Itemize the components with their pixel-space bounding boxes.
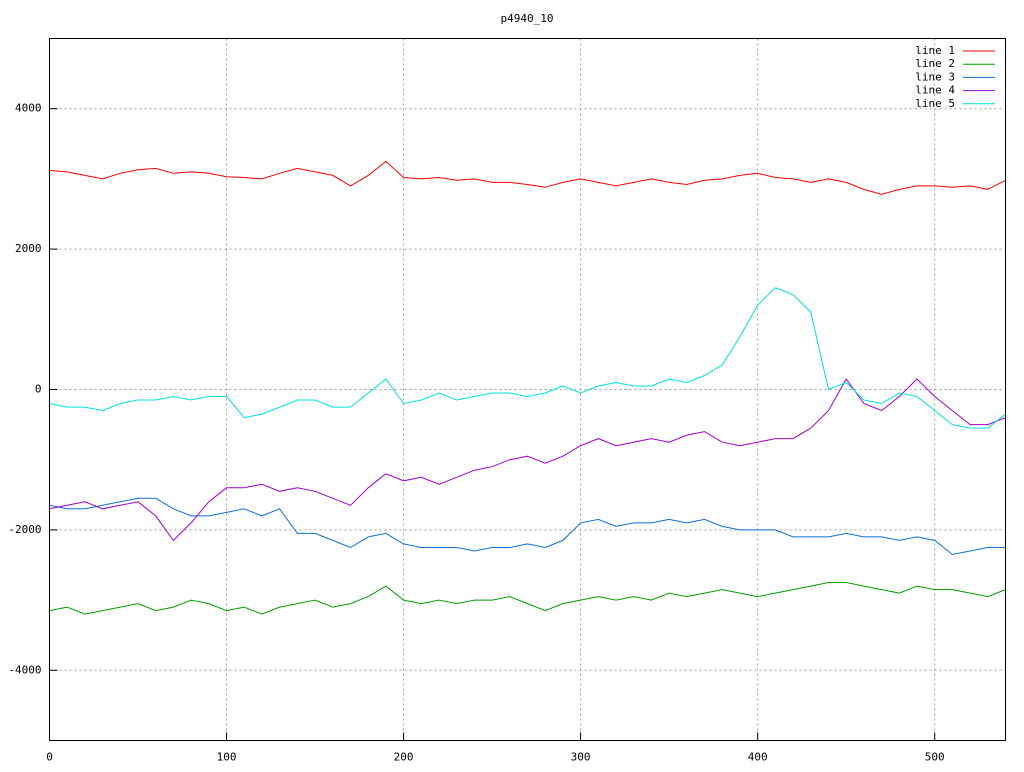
x-tick-label: 400 — [748, 751, 768, 764]
x-tick-label: 500 — [925, 751, 945, 764]
chart-title: p4940_10 — [501, 12, 554, 25]
y-tick-label: 0 — [35, 383, 42, 396]
legend-label: line 1 — [915, 44, 955, 57]
plot-border — [49, 38, 1006, 741]
data-line — [49, 287, 1006, 429]
data-line — [49, 497, 1006, 556]
y-tick-label: -4000 — [8, 663, 41, 676]
x-tick-label: 300 — [571, 751, 591, 764]
data-line — [49, 378, 1006, 542]
x-tick-label: 200 — [394, 751, 414, 764]
y-tick-label: 4000 — [15, 102, 42, 115]
legend-label: line 3 — [915, 70, 955, 83]
y-tick-label: -2000 — [8, 523, 41, 536]
y-tick-label: 2000 — [15, 242, 42, 255]
legend-label: line 5 — [915, 97, 955, 110]
data-line — [49, 582, 1006, 615]
x-tick-label: 100 — [217, 751, 237, 764]
legend-label: line 2 — [915, 57, 955, 70]
legend-label: line 4 — [915, 84, 955, 97]
data-line — [49, 160, 1006, 195]
x-tick-label: 0 — [46, 751, 53, 764]
